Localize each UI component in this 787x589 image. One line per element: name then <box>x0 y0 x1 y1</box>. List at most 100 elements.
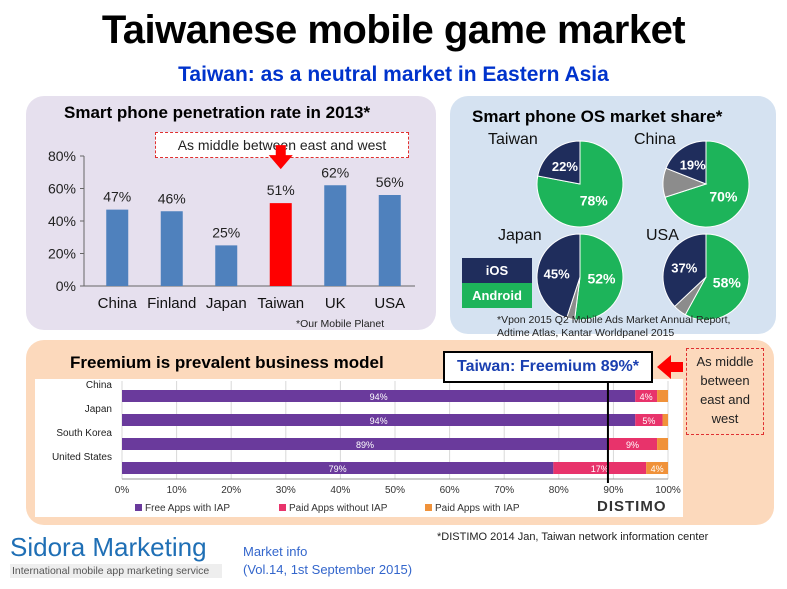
x-tick-label: Finland <box>147 295 196 312</box>
bar-value-label: 46% <box>158 190 186 206</box>
bar-segment-label: 94% <box>370 416 388 426</box>
bar-china <box>106 209 129 286</box>
bar-segment-label: 5% <box>642 416 655 426</box>
penetration-title: Smart phone penetration rate in 2013* <box>64 103 371 122</box>
x-tick-label: 60% <box>440 485 460 496</box>
pie-label-android: 52% <box>587 270 616 286</box>
sidora-logo-subtitle: International mobile app marketing servi… <box>10 564 222 578</box>
left-arrow-icon <box>657 355 683 379</box>
x-tick-label: 70% <box>494 485 514 496</box>
x-tick-label: 40% <box>330 485 350 496</box>
distimo-logo: DISTIMO <box>597 498 667 515</box>
bar-segment <box>553 462 647 474</box>
freemium-source: *DISTIMO 2014 Jan, Taiwan network inform… <box>437 531 709 543</box>
pie-country-label: Japan <box>498 227 542 244</box>
bar-uk <box>324 185 347 286</box>
legend-swatch <box>135 504 142 511</box>
x-tick-label: 90% <box>603 485 623 496</box>
legend-swatch <box>279 504 286 511</box>
bar-segment <box>662 414 668 426</box>
bar-value-label: 62% <box>321 164 349 180</box>
bar-segment-label: 9% <box>626 440 639 450</box>
pie-slice-ios <box>536 233 581 319</box>
legend-swatch <box>425 504 432 511</box>
bar-segment <box>122 390 636 402</box>
x-tick-label: 30% <box>276 485 296 496</box>
legend-label: Free Apps with IAP <box>145 503 230 514</box>
bar-segment <box>607 438 658 450</box>
pie-label-ios: 22% <box>552 159 578 174</box>
bar-segment-label: 79% <box>329 464 347 474</box>
legend-label: Paid Apps without IAP <box>289 503 388 514</box>
bar-segment-label: 94% <box>370 392 388 402</box>
bar-segment-label: 17% <box>591 464 609 474</box>
bar-segment <box>646 462 668 474</box>
pie-country-label: Taiwan <box>488 131 538 148</box>
x-tick-label: 80% <box>549 485 569 496</box>
bar-value-label: 25% <box>212 224 240 240</box>
bar-segment <box>122 462 554 474</box>
legend-android: Android <box>462 283 532 308</box>
y-tick-label: 0% <box>56 278 76 294</box>
freemium-title: Freemium is prevalent business model <box>70 353 384 372</box>
x-tick-label: 20% <box>221 485 241 496</box>
pie-slice-ios <box>662 233 707 308</box>
bar-segment-label: 4% <box>640 392 653 402</box>
sidora-logo: Sidora Marketing <box>10 532 207 562</box>
page-title: Taiwanese mobile game market <box>101 8 686 52</box>
x-tick-label: China <box>98 295 138 312</box>
market-info-label: Market info <box>243 544 308 559</box>
bar-segment <box>635 414 663 426</box>
pie-label-ios: 45% <box>544 266 570 281</box>
pie-slice-ios <box>665 140 707 185</box>
x-tick-label: 50% <box>385 485 405 496</box>
y-tick-label: 60% <box>48 181 76 197</box>
bar-segment-label: 89% <box>356 440 374 450</box>
bar-segment <box>635 390 658 402</box>
category-label: Japan <box>85 404 112 415</box>
pie-slice-android <box>684 233 750 321</box>
os-share-title: Smart phone OS market share* <box>472 107 723 126</box>
page-subtitle: Taiwan: as a neutral market in Eastern A… <box>178 63 609 86</box>
pie-label-ios: 37% <box>671 261 697 276</box>
market-info-volume: (Vol.14, 1st September 2015) <box>243 562 413 577</box>
bar-segment <box>122 414 636 426</box>
freemium-chart: 0% 10% 20% 30% 40% 50% 60% 70% 80% 90% 100% 94% 4% Ch… <box>52 379 681 514</box>
pie-slice-android <box>574 233 624 321</box>
os-share-chart: 78% 22% Taiwan 70% 19% China 52% 45% Japan 58% 37%… <box>488 131 750 321</box>
bar-value-label: 51% <box>267 182 295 198</box>
bar-taiwan <box>269 203 292 286</box>
bar-value-label: 47% <box>103 189 131 205</box>
x-tick-label: Japan <box>206 295 247 312</box>
legend-label: Paid Apps with IAP <box>435 503 520 514</box>
y-tick-label: 80% <box>48 148 76 164</box>
bar-segment <box>122 438 608 450</box>
bar-usa <box>378 195 401 286</box>
bar-segment <box>657 390 668 402</box>
bar-segment-label: 4% <box>651 464 664 474</box>
y-tick-label: 40% <box>48 213 76 229</box>
freemium-highlight: Taiwan: Freemium 89%* <box>443 351 653 383</box>
pie-country-label: USA <box>646 227 679 244</box>
pie-label-ios: 19% <box>680 157 706 172</box>
pie-country-label: China <box>634 131 676 148</box>
category-label: United States <box>52 452 112 463</box>
legend-ios: iOS <box>462 258 532 283</box>
x-tick-label: 10% <box>167 485 187 496</box>
x-tick-label: 100% <box>655 485 681 496</box>
pie-label-android: 78% <box>580 193 609 209</box>
down-arrow-icon <box>268 145 293 170</box>
os-source-line2: Adtime Atlas, Kantar Worldpanel 2015 <box>497 327 675 339</box>
bar-finland <box>160 211 183 286</box>
category-label: South Korea <box>56 428 112 439</box>
x-tick-label: Taiwan <box>257 295 304 312</box>
category-label: China <box>86 380 113 391</box>
pie-label-android: 58% <box>713 274 742 290</box>
pie-label-android: 70% <box>709 189 738 205</box>
bar-value-label: 56% <box>376 174 404 190</box>
bar-japan <box>215 245 238 286</box>
freemium-callout: As middle between east and west <box>686 348 764 435</box>
x-tick-label: UK <box>325 295 346 312</box>
penetration-chart: 0% 20% 40% 60% 80% 47% China 46% Finland 25% Japan… <box>48 145 415 312</box>
os-source-line1: *Vpon 2015 Q2 Mobile Ads Market Annual R… <box>497 314 731 326</box>
